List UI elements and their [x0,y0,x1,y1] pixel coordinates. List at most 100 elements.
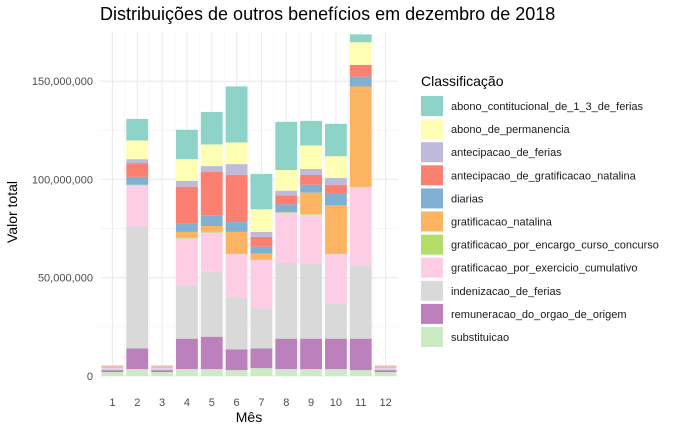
bar-segment [349,186,372,188]
bar-segment [151,370,174,373]
bar-segment [175,369,198,376]
bar-segment [175,129,198,160]
bar-segment [349,86,372,187]
bar-segment [225,164,248,175]
bar-segment [374,365,397,367]
bar-segment [374,367,397,369]
legend-label: diarias [451,193,484,205]
bar-segment [324,369,347,376]
x-ticks: 1 2 3 4 5 6 7 8 9 10 11 12 [109,397,391,409]
bar-segment [250,246,273,254]
legend: Classificação abono_contitucional_de_1_3… [421,73,659,347]
bar-segment [275,212,298,263]
y-tick-label: 0 [87,371,93,383]
bar-segment [250,259,273,261]
bar-segment [175,159,198,181]
bar-segment [250,209,273,232]
legend-label: abono_de_permanencia [451,124,571,136]
bar-segment [126,118,149,141]
bar-segment [324,205,347,254]
bar-segment [300,214,323,215]
bar-segment [225,349,248,371]
bar-segment [300,169,323,175]
y-ticks: 0 50,000,000 100,000,000 150,000,000 [32,76,93,383]
bar-segment [200,232,223,272]
bar-segment [225,253,248,255]
bar-segment [250,260,273,309]
bar-segment [324,123,347,157]
bar-segment [349,265,372,339]
bars [101,34,397,376]
legend-label: abono_contitucional_de_1_3_de_ferias [451,101,644,113]
bar-segment [126,163,149,177]
bar-segment [374,370,397,373]
bar-segment [175,237,198,239]
x-tick-label: 8 [283,397,289,409]
bar-segment [300,263,323,339]
legend-label: substituicao [451,332,509,344]
bar-segment [349,64,372,77]
bar-segment [200,271,223,337]
x-tick-label: 1 [109,397,115,409]
bar-segment [126,140,149,160]
bar-segment [200,231,223,233]
bar-segment [200,144,223,167]
bar-segment [275,338,298,370]
bar-segment [225,254,248,298]
legend-swatch [421,257,443,278]
x-tick-label: 10 [330,397,342,409]
bar-segment [275,190,298,196]
bar-segment [349,42,372,65]
legend-label: antecipacao_de_ferias [451,147,562,159]
bar-segment [275,369,298,376]
bar-segment [324,303,347,339]
bar-segment [200,215,223,227]
bar-segment [200,226,223,232]
bar-segment [101,368,124,371]
bar-segment [126,348,149,370]
y-tick-label: 100,000,000 [32,174,93,186]
bar-segment [275,169,298,191]
legend-label: gratificacao_por_exercicio_cumulativo [451,263,637,275]
bar-segment [175,186,198,224]
bar-segment [101,372,124,376]
bar-segment [126,159,149,164]
bar-segment [275,121,298,170]
bar-segment [101,365,124,367]
legend-label: indenizacao_de_ferias [451,286,562,298]
bar-segment [151,365,174,367]
bar-segment [374,372,397,376]
bar-segment [151,372,174,376]
legend-swatch [421,96,443,116]
bar-segment [151,368,174,371]
legend-label: antecipacao_de_gratificacao_natalina [451,170,637,182]
bar-segment [126,369,149,376]
legend-swatch [421,165,443,186]
legend-swatch [421,211,443,232]
legend-swatch [421,280,443,301]
bar-segment [250,253,273,260]
bar-segment [101,367,124,369]
legend-swatch [421,142,443,163]
bar-segment [300,120,323,146]
bar-segment [250,231,273,237]
legend-swatch [421,119,443,140]
x-tick-label: 6 [234,397,240,409]
bar-segment [275,212,298,213]
bar-segment [225,231,248,254]
legend-title: Classificação [421,73,504,89]
x-tick-label: 2 [134,397,140,409]
bar-segment [225,297,248,350]
bar-segment [101,370,124,373]
y-axis-title: Valor total [4,181,20,243]
bar-segment [200,166,223,172]
bar-segment [250,348,273,369]
legend-label: remuneracao_do_orgao_de_origem [451,309,627,321]
bar-segment [374,368,397,371]
bar-segment [175,338,198,370]
bar-segment [275,262,298,339]
legend-swatch [421,303,443,324]
x-tick-label: 4 [184,397,190,409]
bar-segment [225,86,248,143]
